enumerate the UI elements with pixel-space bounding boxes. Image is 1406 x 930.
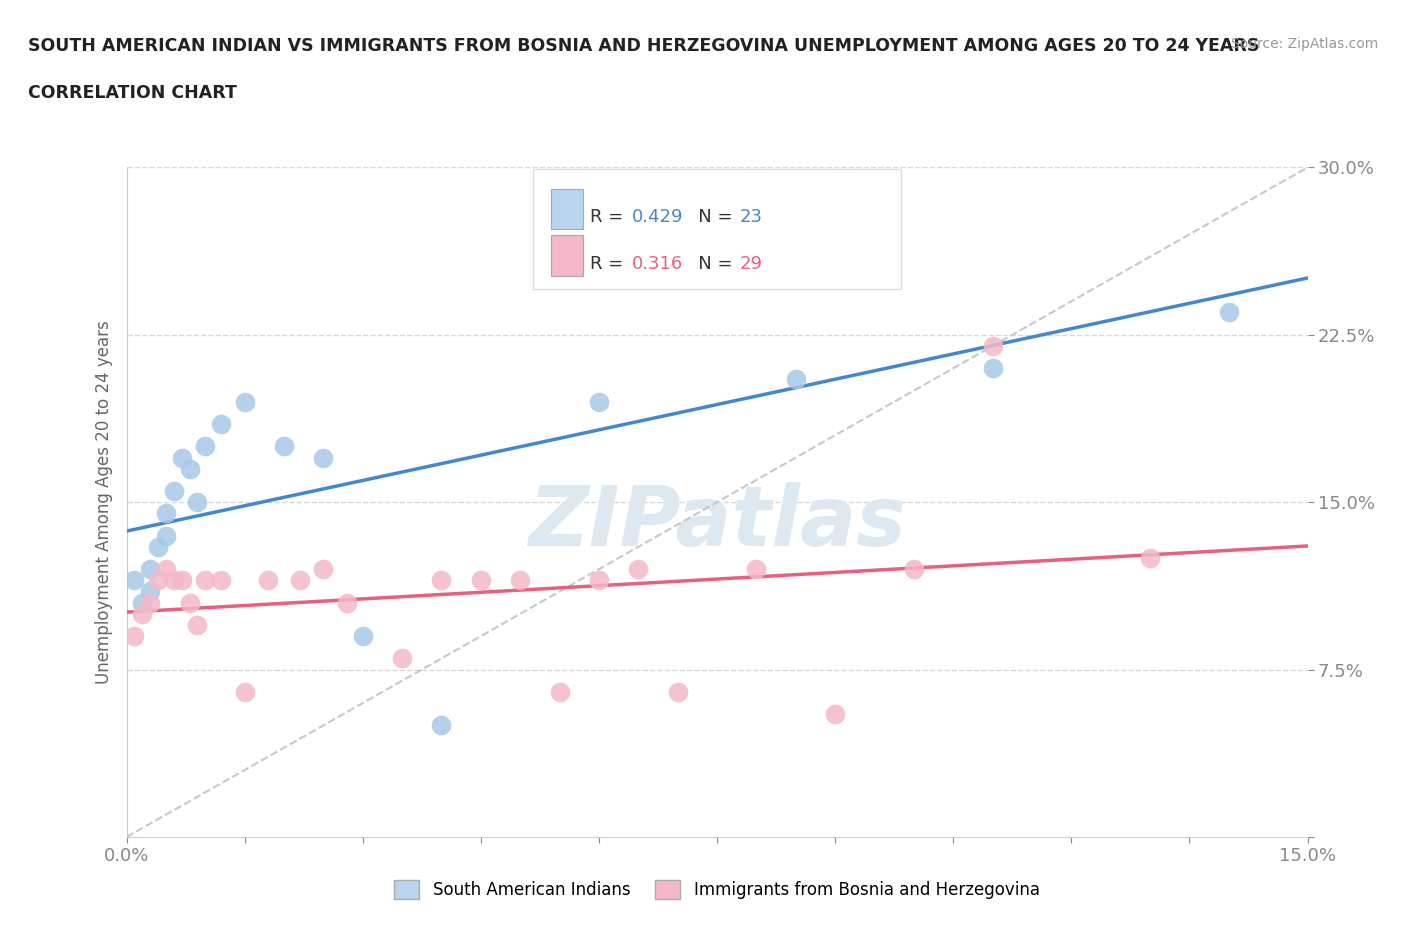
- Text: ZIPatlas: ZIPatlas: [529, 482, 905, 563]
- Legend: South American Indians, Immigrants from Bosnia and Herzegovina: South American Indians, Immigrants from …: [388, 873, 1046, 906]
- Point: [509, 573, 531, 588]
- Text: 29: 29: [740, 255, 763, 272]
- Point: [233, 684, 256, 699]
- Point: [209, 417, 232, 432]
- Point: [131, 595, 153, 610]
- Point: [139, 562, 162, 577]
- Point: [163, 573, 186, 588]
- Point: [588, 394, 610, 409]
- Text: 0.429: 0.429: [631, 208, 683, 226]
- Point: [470, 573, 492, 588]
- Point: [430, 718, 453, 733]
- Text: SOUTH AMERICAN INDIAN VS IMMIGRANTS FROM BOSNIA AND HERZEGOVINA UNEMPLOYMENT AMO: SOUTH AMERICAN INDIAN VS IMMIGRANTS FROM…: [28, 37, 1260, 55]
- Point: [548, 684, 571, 699]
- Point: [155, 528, 177, 543]
- Point: [785, 372, 807, 387]
- Point: [146, 573, 169, 588]
- Point: [139, 595, 162, 610]
- Text: CORRELATION CHART: CORRELATION CHART: [28, 84, 238, 101]
- Point: [155, 506, 177, 521]
- Point: [824, 707, 846, 722]
- Point: [155, 562, 177, 577]
- Point: [146, 539, 169, 554]
- Point: [273, 439, 295, 454]
- Point: [179, 595, 201, 610]
- Point: [288, 573, 311, 588]
- Point: [186, 495, 208, 510]
- Text: N =: N =: [681, 208, 738, 226]
- Point: [124, 629, 146, 644]
- Point: [186, 618, 208, 632]
- Point: [666, 684, 689, 699]
- Point: [209, 573, 232, 588]
- Point: [430, 573, 453, 588]
- Text: Source: ZipAtlas.com: Source: ZipAtlas.com: [1230, 37, 1378, 51]
- Point: [1139, 551, 1161, 565]
- Point: [981, 339, 1004, 353]
- Point: [391, 651, 413, 666]
- Text: 23: 23: [740, 208, 763, 226]
- Point: [336, 595, 359, 610]
- Point: [233, 394, 256, 409]
- Point: [131, 606, 153, 621]
- Point: [981, 361, 1004, 376]
- Point: [257, 573, 280, 588]
- Y-axis label: Unemployment Among Ages 20 to 24 years: Unemployment Among Ages 20 to 24 years: [94, 320, 112, 684]
- Point: [903, 562, 925, 577]
- Point: [139, 584, 162, 599]
- Point: [179, 461, 201, 476]
- Point: [312, 450, 335, 465]
- Point: [163, 484, 186, 498]
- Point: [745, 562, 768, 577]
- Text: 0.316: 0.316: [631, 255, 683, 272]
- Point: [352, 629, 374, 644]
- Point: [124, 573, 146, 588]
- Text: N =: N =: [681, 255, 738, 272]
- Point: [170, 573, 193, 588]
- Text: R =: R =: [589, 255, 628, 272]
- Point: [312, 562, 335, 577]
- Point: [194, 573, 217, 588]
- Text: R =: R =: [589, 208, 628, 226]
- Point: [170, 450, 193, 465]
- Point: [194, 439, 217, 454]
- Point: [588, 573, 610, 588]
- Point: [627, 562, 650, 577]
- Point: [627, 227, 650, 242]
- Point: [1218, 305, 1240, 320]
